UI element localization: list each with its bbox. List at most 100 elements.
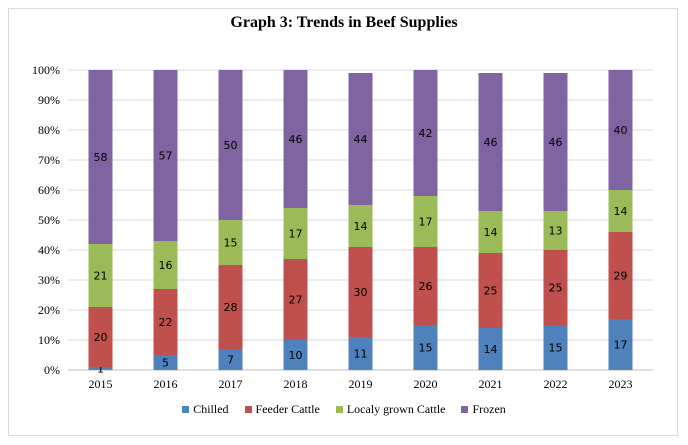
- data-label: 26: [419, 280, 433, 293]
- bar-segment-3: [478, 211, 503, 253]
- chart-title: Graph 3: Trends in Beef Supplies: [230, 14, 458, 31]
- bar-segment-2: [218, 265, 243, 349]
- bar-segment-4: [543, 73, 568, 211]
- legend-swatch: [461, 406, 469, 413]
- y-tick-label: 60%: [38, 183, 60, 197]
- data-label: 57: [159, 150, 173, 163]
- x-tick-label: 2021: [479, 377, 503, 391]
- bar-segment-4: [283, 70, 308, 208]
- data-label: 30: [354, 286, 368, 299]
- data-label: 28: [224, 301, 238, 314]
- bar-segment-3: [543, 211, 568, 250]
- data-label: 14: [614, 205, 628, 218]
- data-label: 29: [614, 270, 628, 283]
- x-tick-label: 2017: [219, 377, 243, 391]
- legend-swatch: [244, 406, 252, 413]
- bar-segment-1: [543, 325, 568, 370]
- x-tick-label: 2015: [89, 377, 113, 391]
- data-label: 7: [227, 354, 234, 367]
- bar-segment-3: [348, 205, 373, 247]
- bar-segment-4: [608, 70, 633, 190]
- data-label: 1: [97, 363, 104, 376]
- y-tick-label: 30%: [38, 273, 60, 287]
- legend-label: Chilled: [193, 402, 229, 416]
- x-tick-label: 2022: [544, 377, 568, 391]
- bar-segment-4: [88, 70, 113, 244]
- y-tick-label: 10%: [38, 333, 60, 347]
- bar-segment-2: [413, 247, 438, 325]
- data-label: 22: [159, 316, 173, 329]
- y-tick-label: 80%: [38, 123, 60, 137]
- chart-legend: Chilled Feeder Cattle Localy grown Cattle F…: [0, 402, 688, 417]
- data-label: 5: [162, 357, 169, 370]
- y-tick-label: 90%: [38, 93, 60, 107]
- bar-segment-1: [348, 337, 373, 370]
- data-label: 14: [354, 220, 368, 233]
- x-tick-label: 2023: [609, 377, 633, 391]
- bar-segment-3: [413, 196, 438, 247]
- data-label: 17: [419, 216, 433, 229]
- y-tick-label: 20%: [38, 303, 60, 317]
- data-label: 14: [484, 226, 498, 239]
- bar-segment-2: [88, 307, 113, 367]
- bar-segment-2: [478, 253, 503, 328]
- bar-segment-2: [543, 250, 568, 325]
- bar-segment-1: [413, 325, 438, 370]
- data-label: 27: [289, 294, 303, 307]
- x-tick-label: 2020: [414, 377, 438, 391]
- legend-swatch: [335, 406, 343, 413]
- bar-segment-3: [153, 241, 178, 289]
- data-label: 15: [224, 237, 238, 250]
- x-tick-label: 2019: [349, 377, 373, 391]
- bar-segment-1: [218, 349, 243, 370]
- bar-segment-3: [88, 244, 113, 307]
- data-label: 20: [94, 331, 108, 344]
- data-label: 15: [549, 342, 563, 355]
- data-label: 15: [419, 342, 433, 355]
- data-label: 42: [419, 127, 433, 140]
- legend-item: Feeder Cattle: [244, 402, 320, 417]
- bar-segment-4: [478, 73, 503, 211]
- x-tick-label: 2016: [154, 377, 178, 391]
- data-label: 14: [484, 343, 498, 356]
- bar-segment-2: [348, 247, 373, 337]
- y-tick-label: 0%: [44, 363, 60, 377]
- legend-label: Frozen: [472, 402, 506, 416]
- bar-segment-4: [153, 70, 178, 241]
- bar-segment-4: [413, 70, 438, 196]
- y-tick-label: 50%: [38, 213, 60, 227]
- bar-segment-2: [153, 289, 178, 355]
- data-label: 58: [94, 151, 108, 164]
- y-tick-label: 40%: [38, 243, 60, 257]
- data-label: 13: [549, 225, 563, 238]
- y-tick-label: 100%: [32, 63, 60, 77]
- data-label: 46: [549, 136, 563, 149]
- legend-item: Frozen: [461, 402, 506, 417]
- data-label: 44: [354, 133, 368, 146]
- bar-segment-1: [153, 355, 178, 370]
- data-label: 40: [614, 124, 628, 137]
- data-label: 46: [484, 136, 498, 149]
- legend-swatch: [182, 406, 190, 413]
- bar-segment-2: [283, 259, 308, 340]
- data-label: 11: [354, 348, 368, 361]
- data-label: 21: [94, 270, 108, 283]
- y-tick-label: 70%: [38, 153, 60, 167]
- data-label: 25: [484, 285, 498, 298]
- bar-segment-4: [348, 73, 373, 205]
- data-label: 17: [614, 339, 628, 352]
- x-tick-label: 2018: [284, 377, 308, 391]
- data-label: 17: [289, 228, 303, 241]
- legend-label: Feeder Cattle: [255, 402, 320, 416]
- bar-segment-1: [88, 367, 113, 370]
- legend-label: Localy grown Cattle: [346, 402, 446, 416]
- bar-segment-3: [283, 208, 308, 259]
- data-label: 25: [549, 282, 563, 295]
- bar-segment-3: [608, 190, 633, 232]
- bar-segment-4: [218, 70, 243, 220]
- bar-segment-1: [608, 319, 633, 370]
- data-label: 50: [224, 139, 238, 152]
- bar-segment-1: [478, 328, 503, 370]
- data-label: 46: [289, 133, 303, 146]
